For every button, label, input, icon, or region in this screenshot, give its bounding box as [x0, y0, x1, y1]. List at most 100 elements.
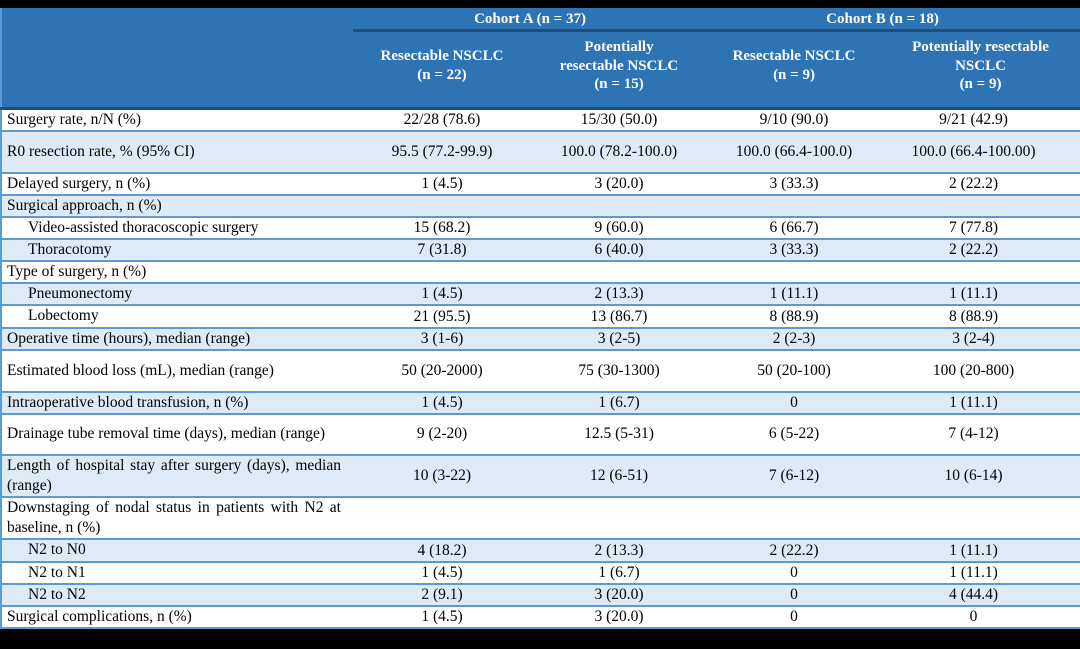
cell-value: 7 (6-12) [707, 454, 882, 498]
cell-value: 12 (6-51) [531, 454, 708, 498]
cell-value: 6 (66.7) [769, 218, 819, 236]
cell-value: 50 (20-100) [757, 361, 831, 379]
cell-value: 9/10 (90.0) [759, 110, 829, 128]
table-row: Thoracotomy 7 (31.8) 6 (40.0) 3 (33.3) 2 (22… [1, 239, 1080, 262]
cell-value: 75 (30-1300) [578, 361, 660, 379]
cell-value [707, 261, 881, 283]
cell-value: 100.0 (66.4-100.0) [707, 130, 882, 173]
row-label: Estimated blood loss (mL), median (range… [7, 361, 274, 379]
cell-value: 0 [707, 583, 882, 606]
row-label: Type of surgery, n (%) [7, 263, 147, 281]
row-label: Lobectomy [28, 307, 99, 325]
cell-value: 1 (4.5) [353, 283, 531, 306]
cell-value: 1 (11.1) [881, 391, 1080, 414]
table-row: Surgical complications, n (%) 1 (4.5) 3 (2… [1, 605, 1080, 628]
cell-value: 6 (5-22) [768, 425, 820, 443]
cell-value: 3 (33.3) [769, 174, 819, 192]
cell-value: 2 (22.2) [881, 239, 1080, 262]
table-row: Intraoperative blood transfusion, n (%) 1… [1, 391, 1080, 414]
row-label: Video-assisted thoracoscopic surgery [28, 218, 259, 236]
cell-value: 2 (9.1) [353, 583, 531, 606]
row-label: Surgical approach, n (%) [1, 194, 353, 217]
cell-value [531, 261, 707, 283]
row-label: Surgery rate, n/N (%) [7, 110, 142, 128]
cell-value: 0 [969, 607, 978, 625]
row-label: Downstaging of nodal status in patients … [7, 499, 341, 537]
cell-value: 0 [707, 391, 882, 414]
table-row: Length of hospital stay after surgery (d… [1, 454, 1080, 498]
table-header: Cohort A (n = 37) Cohort B (n = 18) Rese… [1, 8, 1080, 110]
cell-value: 50 (20-2000) [401, 361, 483, 379]
table-row: Drainage tube removal time (days), media… [1, 413, 1080, 455]
cell-value: 1 (11.1) [949, 563, 998, 581]
cell-value: 3 (2-5) [531, 327, 708, 350]
cell-value: 1 (4.5) [421, 174, 463, 192]
table-row: Downstaging of nodal status in patients … [1, 497, 1080, 539]
cell-value: 7 (77.8) [948, 218, 999, 236]
cell-value: 2 (22.2) [948, 174, 999, 192]
cell-value [353, 261, 531, 283]
cell-value: 15/30 (50.0) [580, 110, 658, 128]
column-header-resectable-a: Resectable NSCLC (n = 22) [353, 30, 531, 110]
cell-value: 1 (11.1) [881, 283, 1080, 306]
cell-value: 1 (11.1) [881, 539, 1080, 562]
cell-value: 7 (31.8) [353, 239, 531, 262]
cell-value: 95.5 (77.2-99.9) [353, 130, 531, 173]
table-row: N2 to N1 1 (4.5) 1 (6.7) 0 1 (11.1) [1, 561, 1080, 584]
row-label: Operative time (hours), median (range) [1, 327, 353, 350]
table-row: Estimated blood loss (mL), median (range… [1, 349, 1080, 392]
cell-value: 3 (20.0) [594, 174, 644, 192]
table-row: Type of surgery, n (%) [1, 261, 1080, 283]
cell-value: 0 [790, 607, 798, 625]
table-row: Video-assisted thoracoscopic surgery 15 (… [1, 216, 1080, 239]
cell-value: 9/21 (42.9) [939, 110, 1008, 128]
cell-value: 1 (6.7) [598, 563, 640, 581]
page: Cohort A (n = 37) Cohort B (n = 18) Rese… [0, 8, 1080, 630]
cell-value: 0 [790, 563, 798, 581]
table-row: Surgery rate, n/N (%) 22/28 (78.6) 15/30 (… [1, 108, 1080, 131]
cell-value: 3 (1-6) [353, 327, 531, 350]
column-header-potentially-b: Potentially resectable NSCLC (n = 9) [881, 30, 1080, 110]
row-label: N2 to N0 [1, 539, 353, 562]
table-row: N2 to N2 2 (9.1) 3 (20.0) 0 4 (44.4) [1, 583, 1080, 606]
surgery-outcomes-table: Cohort A (n = 37) Cohort B (n = 18) Rese… [0, 8, 1080, 630]
column-header-potentially-a: Potentially resectable NSCLC (n = 15) [531, 30, 708, 110]
cell-value: 22/28 (78.6) [403, 110, 481, 128]
cell-value [881, 261, 1080, 283]
table-row: N2 to N0 4 (18.2) 2 (13.3) 2 (22.2) 1 (11.1) [1, 539, 1080, 562]
cell-value [531, 497, 707, 539]
cohort-a-header: Cohort A (n = 37) [353, 8, 708, 32]
cell-value: 100 (20-800) [932, 361, 1015, 379]
cell-value: 100.0 (66.4-100.00) [881, 130, 1080, 173]
cell-value: 3 (2-4) [881, 327, 1080, 350]
row-label: Intraoperative blood transfusion, n (%) [1, 391, 353, 414]
cell-value: 1 (6.7) [531, 391, 708, 414]
cell-value: 2 (13.3) [531, 539, 708, 562]
cell-value: 7 (4-12) [948, 425, 999, 443]
row-label: R0 resection rate, % (95% CI) [1, 130, 353, 173]
cell-value: 1 (11.1) [707, 283, 882, 306]
cell-value: 2 (2-3) [707, 327, 882, 350]
cell-value: 1 (4.5) [421, 563, 463, 581]
cell-value [881, 497, 1080, 539]
corner-cell [1, 8, 353, 110]
cohort-header-row: Cohort A (n = 37) Cohort B (n = 18) [1, 8, 1080, 110]
cell-value: 3 (20.0) [531, 583, 708, 606]
row-label: N2 to N2 [1, 583, 353, 606]
table-row: Operative time (hours), median (range) 3 … [1, 327, 1080, 350]
cell-value [353, 497, 531, 539]
cell-value: 3 (33.3) [707, 239, 882, 262]
table-row: R0 resection rate, % (95% CI) 95.5 (77.2-… [1, 130, 1080, 173]
table-body: Surgery rate, n/N (%) 22/28 (78.6) 15/30 (… [1, 108, 1080, 628]
row-label: Delayed surgery, n (%) [7, 174, 151, 192]
cell-value: 2 (22.2) [707, 539, 882, 562]
cell-value: 21 (95.5) [413, 307, 471, 325]
cell-value: 4 (44.4) [881, 583, 1080, 606]
cell-value: 8 (88.9) [948, 307, 999, 325]
row-label: Drainage tube removal time (days), media… [7, 425, 326, 443]
table-row: Delayed surgery, n (%) 1 (4.5) 3 (20.0) 3 (… [1, 172, 1080, 195]
row-label: Pneumonectomy [1, 283, 353, 306]
cell-value: 8 (88.9) [769, 307, 819, 325]
table-row: Pneumonectomy 1 (4.5) 2 (13.3) 1 (11.1) 1 (1… [1, 283, 1080, 306]
cell-value [353, 194, 531, 217]
